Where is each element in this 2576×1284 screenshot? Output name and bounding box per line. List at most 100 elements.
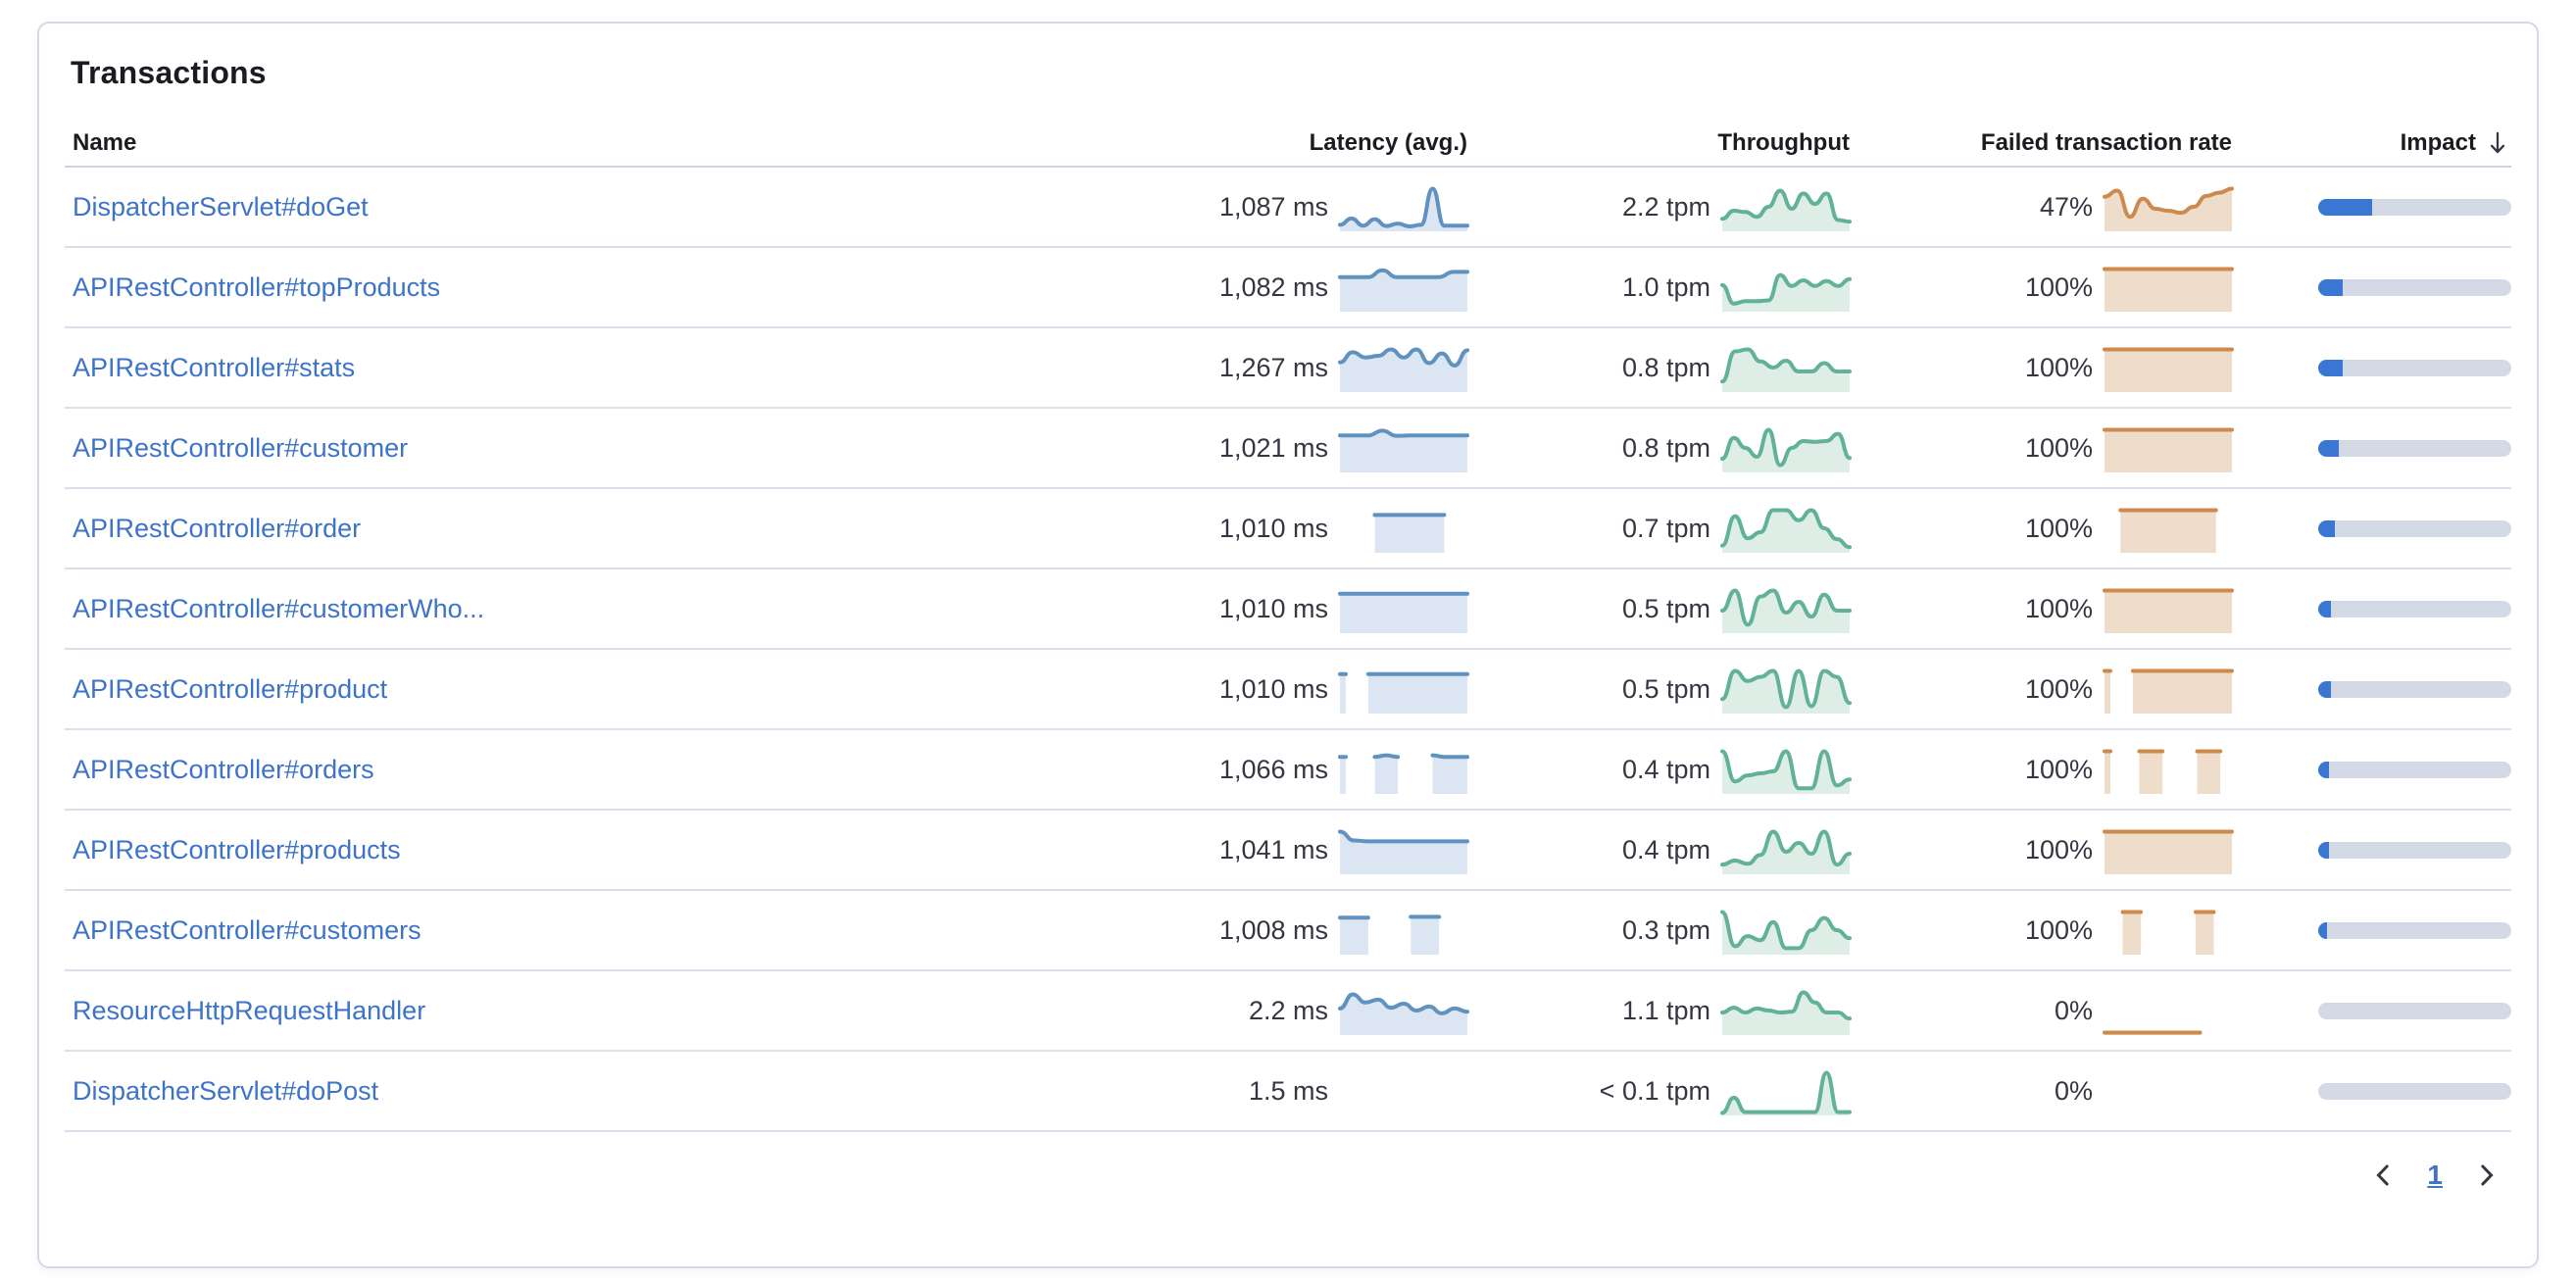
table-row: APIRestController#products 1,041 ms 0.4 tp… xyxy=(65,811,2511,891)
latency-sparkline xyxy=(1338,990,1469,1035)
latency-value: 1,021 ms xyxy=(1218,432,1328,463)
table-row: APIRestController#orders 1,066 ms 0.4 tpm 1… xyxy=(65,730,2511,811)
failed-rate-sparkline xyxy=(2103,347,2234,392)
latency-cell: 1.5 ms xyxy=(1065,1068,1467,1113)
chevron-right-icon xyxy=(2481,1164,2494,1186)
impact-cell xyxy=(2232,439,2511,457)
impact-cell xyxy=(2232,1082,2511,1100)
table-body: DispatcherServlet#doGet 1,087 ms 2.2 tpm 47… xyxy=(65,168,2511,1132)
latency-cell: 1,021 ms xyxy=(1065,425,1469,472)
throughput-cell: 0.4 tpm xyxy=(1467,827,1852,874)
latency-value: 1,010 ms xyxy=(1218,673,1328,704)
latency-value: 1,267 ms xyxy=(1218,352,1328,382)
failed-rate-cell: 100% xyxy=(1850,908,2232,955)
throughput-cell: 1.0 tpm xyxy=(1467,265,1852,312)
name-cell: APIRestController#products xyxy=(65,835,1065,865)
impact-cell xyxy=(2232,921,2511,939)
transaction-link[interactable]: APIRestController#customerWho... xyxy=(73,593,485,623)
throughput-cell: 2.2 tpm xyxy=(1467,184,1852,231)
latency-sparkline xyxy=(1338,427,1469,472)
transaction-link[interactable]: APIRestController#orders xyxy=(73,754,374,784)
name-cell: APIRestController#orders xyxy=(65,755,1065,785)
column-header-impact[interactable]: Impact xyxy=(2232,129,2511,157)
throughput-value: 2.2 tpm xyxy=(1621,191,1710,222)
latency-sparkline xyxy=(1338,829,1469,874)
failed-rate-sparkline xyxy=(2103,829,2234,874)
name-cell: APIRestController#order xyxy=(65,514,1065,544)
impact-cell xyxy=(2232,600,2511,617)
throughput-sparkline xyxy=(1720,1070,1852,1115)
latency-cell: 1,010 ms xyxy=(1065,667,1469,714)
impact-bar xyxy=(2318,359,2511,376)
column-header-failed-rate[interactable]: Failed transaction rate xyxy=(1980,129,2232,156)
impact-bar xyxy=(2318,519,2511,537)
throughput-cell: 0.7 tpm xyxy=(1467,506,1852,553)
throughput-value: 0.4 tpm xyxy=(1621,754,1710,784)
latency-cell: 2.2 ms xyxy=(1065,988,1469,1035)
table-row: APIRestController#customerWho... 1,010 ms… xyxy=(65,569,2511,650)
transaction-link[interactable]: DispatcherServlet#doPost xyxy=(73,1075,379,1106)
impact-cell xyxy=(2232,198,2511,216)
impact-bar-fill xyxy=(2318,841,2329,859)
latency-sparkline xyxy=(1338,668,1469,714)
name-cell: APIRestController#topProducts xyxy=(65,272,1065,303)
throughput-value: 0.5 tpm xyxy=(1621,593,1710,623)
latency-cell: 1,010 ms xyxy=(1065,586,1469,633)
latency-sparkline xyxy=(1340,1070,1467,1115)
failed-rate-sparkline xyxy=(2103,588,2234,633)
transaction-link[interactable]: APIRestController#customer xyxy=(73,432,409,463)
next-page-button[interactable] xyxy=(2472,1161,2502,1190)
throughput-cell: < 0.1 tpm xyxy=(1467,1068,1852,1115)
impact-bar-fill xyxy=(2318,921,2328,939)
latency-value: 1,087 ms xyxy=(1218,191,1328,222)
throughput-cell: 0.5 tpm xyxy=(1467,586,1852,633)
throughput-sparkline xyxy=(1720,267,1852,312)
failed-rate-value: 100% xyxy=(2024,352,2093,382)
column-header-latency[interactable]: Latency (avg.) xyxy=(1309,129,1467,156)
failed-rate-sparkline xyxy=(2103,749,2232,794)
impact-bar-fill xyxy=(2318,359,2343,376)
latency-cell: 1,082 ms xyxy=(1065,265,1469,312)
transaction-link[interactable]: ResourceHttpRequestHandler xyxy=(73,995,426,1025)
latency-sparkline xyxy=(1338,347,1469,392)
page-1-button[interactable]: 1 xyxy=(2427,1160,2443,1190)
failed-rate-cell: 0% xyxy=(1850,1068,2232,1113)
transaction-link[interactable]: APIRestController#stats xyxy=(73,352,356,382)
table-row: APIRestController#product 1,010 ms 0.5 tpm… xyxy=(65,650,2511,730)
latency-cell: 1,010 ms xyxy=(1065,506,1467,553)
failed-rate-cell: 100% xyxy=(1850,265,2234,312)
failed-rate-sparkline xyxy=(2105,508,2232,553)
name-cell: APIRestController#product xyxy=(65,674,1065,705)
impact-bar xyxy=(2318,600,2511,617)
impact-cell xyxy=(2232,1002,2511,1019)
name-cell: APIRestController#customer xyxy=(65,433,1065,464)
impact-bar-fill xyxy=(2318,198,2373,216)
latency-cell: 1,008 ms xyxy=(1065,908,1467,955)
latency-value: 1,082 ms xyxy=(1218,272,1328,302)
transaction-link[interactable]: APIRestController#customers xyxy=(73,914,421,945)
impact-cell xyxy=(2232,278,2511,296)
transaction-link[interactable]: APIRestController#topProducts xyxy=(73,272,441,302)
transaction-link[interactable]: APIRestController#product xyxy=(73,673,388,704)
impact-bar xyxy=(2318,761,2511,778)
failed-rate-value: 100% xyxy=(2024,432,2093,463)
transaction-link[interactable]: DispatcherServlet#doGet xyxy=(73,191,369,222)
impact-bar xyxy=(2318,198,2511,216)
latency-sparkline xyxy=(1338,186,1469,231)
previous-page-button[interactable] xyxy=(2368,1161,2398,1190)
impact-bar-fill xyxy=(2318,600,2331,617)
failed-rate-sparkline xyxy=(2103,668,2234,714)
failed-rate-value: 0% xyxy=(2054,995,2093,1025)
throughput-cell: 0.5 tpm xyxy=(1467,667,1852,714)
sort-descending-icon xyxy=(2484,129,2511,157)
impact-bar xyxy=(2318,278,2511,296)
table-header-row: Name Latency (avg.) Throughput Failed tr… xyxy=(65,121,2511,168)
transaction-link[interactable]: APIRestController#products xyxy=(73,834,401,864)
column-header-throughput[interactable]: Throughput xyxy=(1717,129,1850,156)
latency-sparkline xyxy=(1338,910,1467,955)
latency-sparkline xyxy=(1338,749,1469,794)
failed-rate-cell: 100% xyxy=(1850,506,2232,553)
transaction-link[interactable]: APIRestController#order xyxy=(73,513,362,543)
throughput-sparkline xyxy=(1720,990,1852,1035)
latency-value: 1,008 ms xyxy=(1218,914,1328,945)
